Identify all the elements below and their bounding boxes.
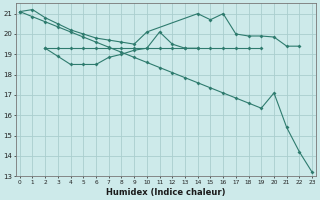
X-axis label: Humidex (Indice chaleur): Humidex (Indice chaleur) [106,188,226,197]
